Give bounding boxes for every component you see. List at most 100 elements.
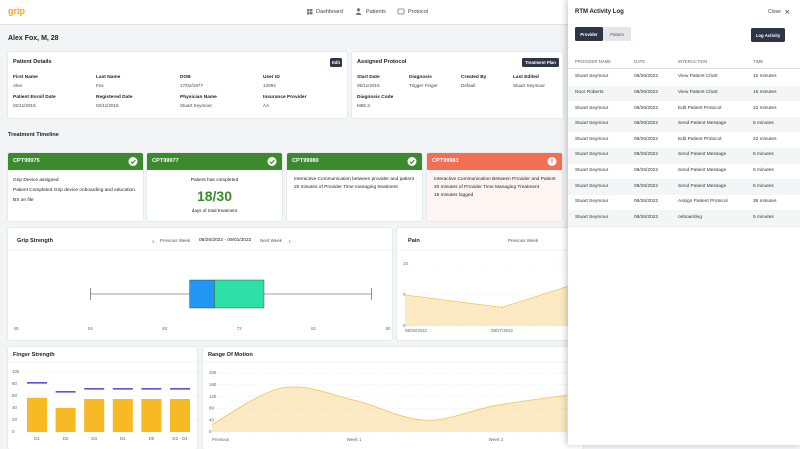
table-cell: Stuart Seymour xyxy=(575,183,609,189)
table-cell: View Patient Chart xyxy=(678,74,718,80)
nav-item[interactable]: Patients xyxy=(366,9,386,15)
y-tick-label: 160 xyxy=(209,382,217,387)
tab[interactable]: Patient xyxy=(603,27,631,41)
y-tick-label: 80 xyxy=(209,406,214,411)
area-fill xyxy=(405,280,587,326)
cpt-code: CPT99981 xyxy=(432,158,459,164)
table-cell: 5 minutes xyxy=(753,183,774,189)
table-cell: 08/26/2022 xyxy=(634,74,659,80)
table-cell: 5 minutes xyxy=(753,167,774,173)
card-text: Patient Completed Grip device onboarding… xyxy=(13,188,137,193)
card-header xyxy=(287,153,422,170)
table-cell: onboarding xyxy=(678,214,703,220)
patient-details-card: Patient Details Edit First Name Alex Last … xyxy=(8,52,347,118)
nav-item[interactable]: Dashboard xyxy=(316,9,343,15)
bullet: 20 minutes of Provider Time Managing Tre… xyxy=(434,184,556,192)
y-tick-label: 80 xyxy=(12,381,17,386)
bullet: 20 minutes of Provider Time managing tre… xyxy=(294,184,414,192)
patient-header: Alex Fox, M, 28 xyxy=(8,35,59,42)
card-title: Finger Strength xyxy=(13,352,55,358)
edit-button[interactable]: Edit xyxy=(330,58,342,67)
prev-week[interactable]: Previous Week xyxy=(508,238,539,243)
close-icon xyxy=(785,9,790,14)
drawer-title: RTM Activity Log xyxy=(575,9,624,15)
field-label: User ID xyxy=(263,75,280,80)
status-icon xyxy=(128,157,138,166)
bar xyxy=(55,408,76,432)
prev-week[interactable]: Previous Week xyxy=(160,238,191,243)
next-week[interactable]: Next Week xyxy=(260,238,282,243)
field-value: 12094 xyxy=(263,83,276,88)
logo[interactable]: grip xyxy=(8,6,25,16)
treatment-plan-button[interactable]: Treatment Plan xyxy=(522,58,559,67)
table-cell: Stuart Seymour xyxy=(575,199,609,205)
field-label: Patient Enroll Date xyxy=(13,95,56,100)
x-tick-label: Previous xyxy=(212,437,230,442)
bar xyxy=(84,399,105,432)
table-cell: Stuart Seymour xyxy=(575,105,609,111)
field-value: 17/02/1977 xyxy=(180,83,203,88)
status-icon xyxy=(547,157,557,166)
x-tick-label: 72 xyxy=(237,326,242,331)
x-tick-label: 08/26/2022 xyxy=(405,328,428,333)
y-tick-label: 120 xyxy=(209,394,217,399)
column-header: TIME xyxy=(753,59,764,64)
y-tick-label: 40 xyxy=(12,405,17,410)
assigned-protocol-card: Assigned Protocol Treatment Plan Start D… xyxy=(352,52,563,118)
close-button[interactable]: Close xyxy=(768,9,781,15)
bullet: 15 minutes logged xyxy=(434,192,556,200)
progress-value: 18/30 xyxy=(196,188,233,204)
tab[interactable]: Provider xyxy=(575,27,603,41)
table-cell: 10 minutes xyxy=(753,74,777,80)
nav-item[interactable]: Protocol xyxy=(408,9,429,15)
point xyxy=(500,305,504,309)
table-cell: Assign Patient Protocol xyxy=(678,199,728,205)
bullet-list: Interactive Communication Between Provid… xyxy=(427,176,556,200)
card-title: Assigned Protocol xyxy=(357,59,407,65)
table-cell: Edit Patient Protocol xyxy=(678,136,722,142)
field-label: Physician Name xyxy=(180,95,217,100)
status-icon xyxy=(407,157,417,166)
table-cell: 08/26/2022 xyxy=(634,214,659,220)
point xyxy=(403,293,407,297)
card-text: BX on file xyxy=(13,198,34,203)
x-tick-label: D5 xyxy=(149,436,155,441)
table-cell: 08/26/2022 xyxy=(634,136,659,142)
y-tick-label: 200 xyxy=(209,370,217,375)
grip-strength-card: Grip Strength Previous Week 08/26/2022 -… xyxy=(8,228,392,340)
y-tick-label: 0 xyxy=(209,429,212,434)
field-label: Created By xyxy=(461,75,487,80)
timeline-card: CPT99977 Patient has completed 18/30 days o… xyxy=(147,153,282,221)
x-tick-label: D3 xyxy=(91,436,97,441)
column-header: PROVIDER NAME xyxy=(575,59,612,64)
log-activity-button[interactable]: Log Activity xyxy=(751,28,785,42)
box-plot: 45 54 63 72 81 90 xyxy=(8,239,392,331)
table-cell: 08/26/2022 xyxy=(634,89,659,95)
finger-strength-card: Finger Strength 0 20 40 60 80 100 D1 D2 D3 D4 D5 D2… xyxy=(8,347,197,449)
x-tick-label: 81 xyxy=(311,326,316,331)
y-tick-label: 0 xyxy=(12,429,15,434)
table-cell: 08/26/2022 xyxy=(634,199,659,205)
field-value: M65.3 xyxy=(357,103,370,108)
field-label: First Name xyxy=(13,75,38,80)
table-cell: Edit Patient Protocol xyxy=(678,105,722,111)
x-tick-label: Week 2 xyxy=(489,437,504,442)
field-label: Last Name xyxy=(96,75,121,80)
x-tick-label: 08/27/2022 xyxy=(491,328,514,333)
field-label: Registered Date xyxy=(96,95,133,100)
bullet: Interactive Communication Between Provid… xyxy=(434,176,556,184)
x-tick-label: 54 xyxy=(88,326,93,331)
card-title: Grip Strength xyxy=(17,238,54,244)
chevrons xyxy=(152,239,291,244)
x-tick-label: 45 xyxy=(14,326,19,331)
icon-circle xyxy=(407,157,417,166)
cpt-code: CPT99980 xyxy=(292,158,319,164)
card-text: Patient has completed xyxy=(190,178,239,183)
bar xyxy=(170,399,190,432)
table-cell: Noor Roberts xyxy=(575,89,604,95)
header-rule xyxy=(568,68,800,69)
card-title: Patient Details xyxy=(13,59,52,65)
x-tick-label: 90 xyxy=(386,326,391,331)
table-cell: Stuart Seymour xyxy=(575,152,609,158)
